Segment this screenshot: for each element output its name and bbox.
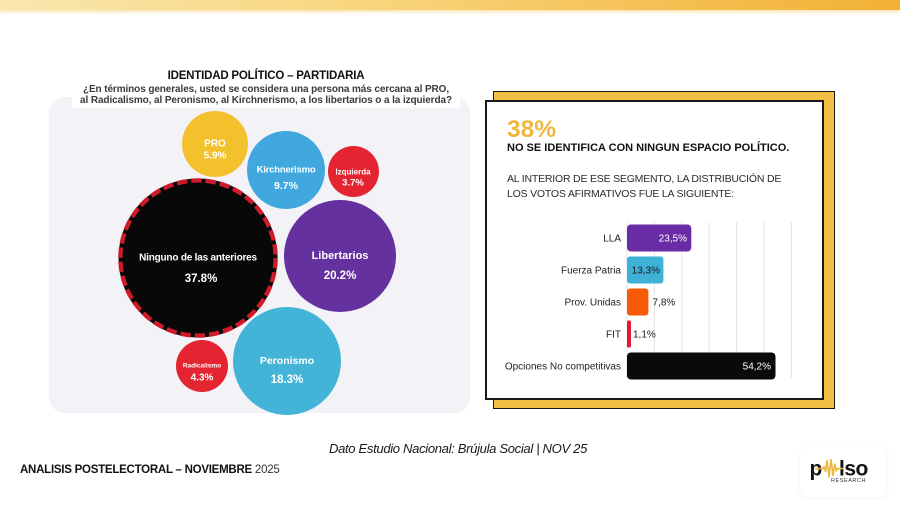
svg-text:54,2%: 54,2% [743, 362, 771, 373]
svg-text:lso: lso [839, 458, 868, 481]
svg-text:Prov. Unidas: Prov. Unidas [564, 298, 621, 309]
svg-text:13,3%: 13,3% [632, 266, 660, 277]
svg-text:23,5%: 23,5% [659, 234, 687, 245]
svg-text:FIT: FIT [606, 330, 621, 341]
svg-text:Fuerza Patria: Fuerza Patria [561, 266, 621, 277]
svg-text:LLA: LLA [603, 234, 621, 245]
svg-text:7,8%: 7,8% [653, 298, 676, 309]
svg-text:Opciones No competitivas: Opciones No competitivas [505, 362, 621, 373]
svg-text:1,1%: 1,1% [633, 330, 656, 341]
svg-text:RESEARCH: RESEARCH [831, 478, 866, 484]
